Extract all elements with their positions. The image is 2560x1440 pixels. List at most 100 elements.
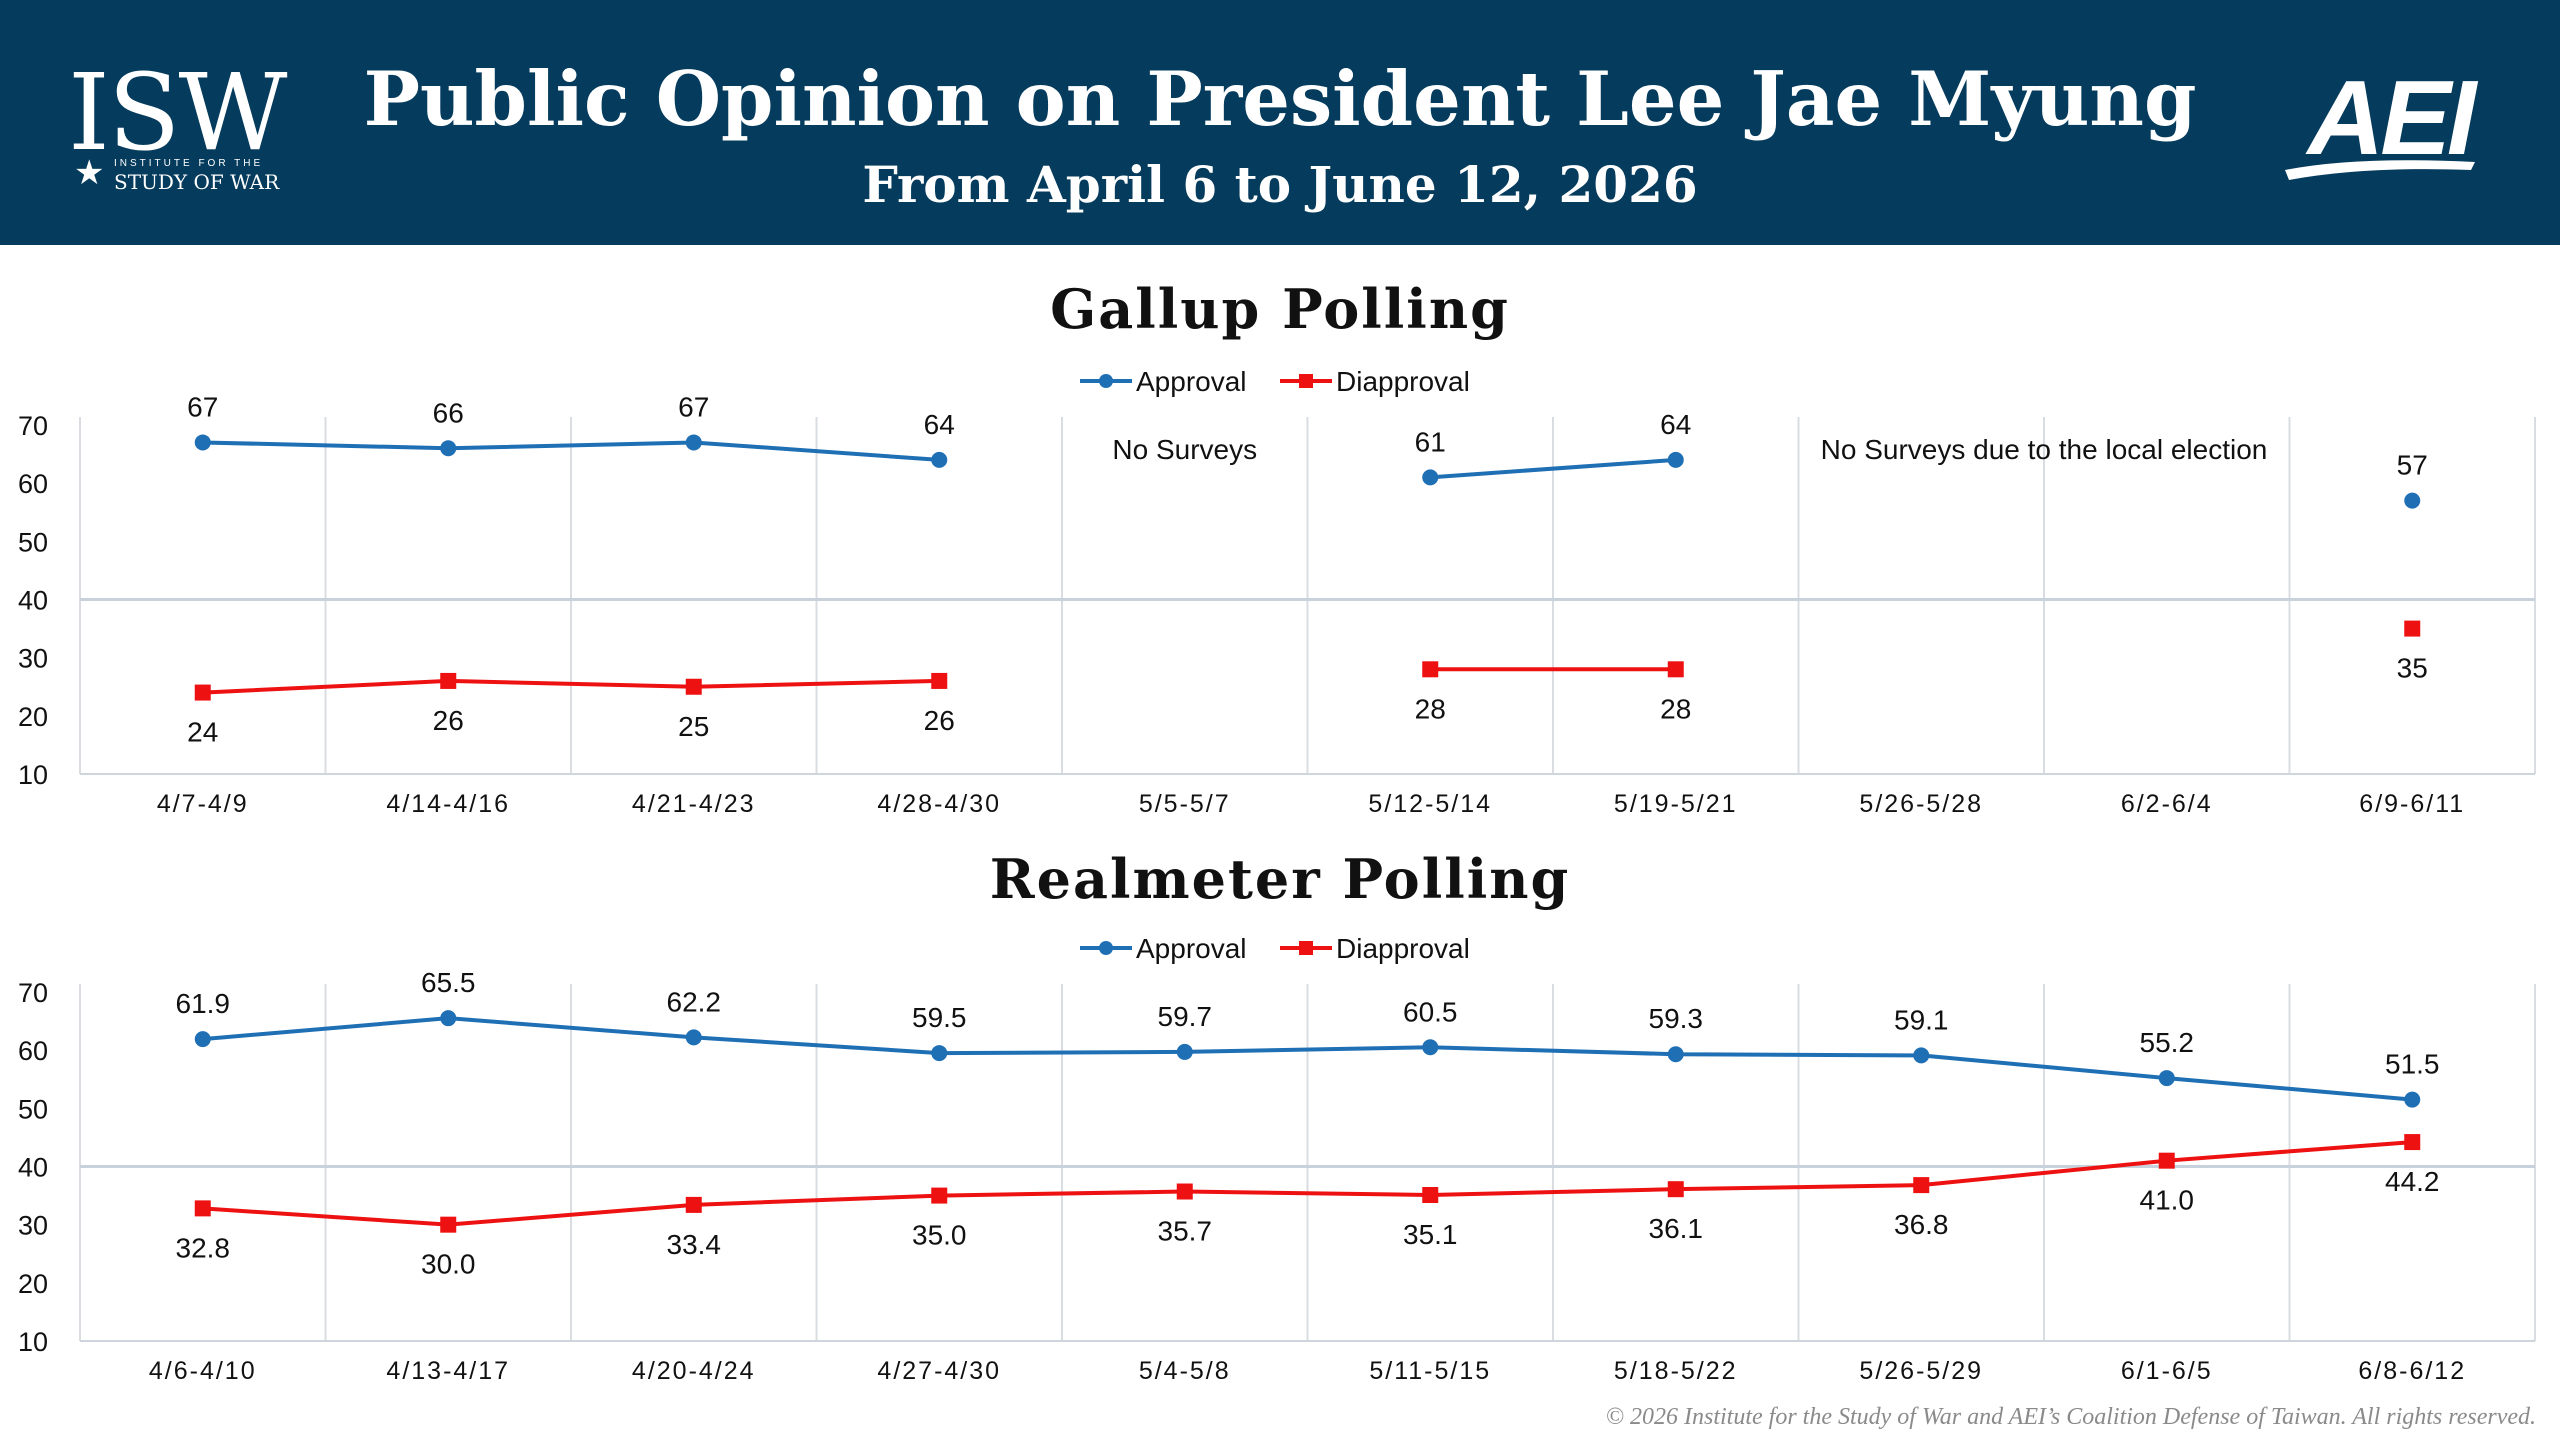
data-label-approval: 57 xyxy=(2397,450,2428,481)
data-point-approval xyxy=(685,1029,702,1046)
gallup-y-tick-label: 50 xyxy=(18,527,48,557)
realmeter-y-tick-label: 50 xyxy=(18,1094,48,1124)
data-point-diapproval xyxy=(1176,1183,1193,1200)
data-label-diapproval: 25 xyxy=(678,711,709,742)
realmeter-x-tick-label: 5/26-5/29 xyxy=(1859,1357,1983,1385)
legend-label-approval: Approval xyxy=(1136,933,1247,964)
data-label-diapproval: 36.1 xyxy=(1649,1213,1704,1244)
gallup-x-tick-label: 5/12-5/14 xyxy=(1368,790,1492,818)
data-label-approval: 61 xyxy=(1415,426,1446,457)
realmeter-x-tick-label: 6/8-6/12 xyxy=(2358,1357,2466,1385)
data-label-diapproval: 28 xyxy=(1415,693,1446,724)
gallup-x-tick-label: 5/26-5/28 xyxy=(1859,790,1983,818)
realmeter-y-tick-label: 60 xyxy=(18,1036,48,1066)
gallup-x-tick-label: 5/19-5/21 xyxy=(1614,790,1738,818)
header-banner xyxy=(0,0,2560,245)
realmeter-x-tick-label: 5/18-5/22 xyxy=(1614,1357,1738,1385)
data-label-approval: 60.5 xyxy=(1403,996,1458,1027)
legend-marker-approval xyxy=(1099,941,1113,955)
realmeter-x-tick-label: 5/4-5/8 xyxy=(1139,1357,1231,1385)
realmeter-y-tick-label: 70 xyxy=(18,978,48,1008)
data-point-approval xyxy=(1667,1046,1684,1063)
data-point-diapproval xyxy=(1667,661,1684,678)
realmeter-y-tick-label: 40 xyxy=(18,1153,48,1183)
isw-logo-line2: STUDY OF WAR xyxy=(114,170,280,194)
legend-marker-approval xyxy=(1099,374,1113,388)
realmeter-series-approval: 61.9 65.5 62.2 59.5 59.7 60.5 59.3 59.1 55.2 51.5 xyxy=(176,967,2440,1108)
data-point-approval xyxy=(1667,451,1684,468)
gallup-y-tick-label: 10 xyxy=(18,760,48,790)
gallup-x-tick-label: 5/5-5/7 xyxy=(1139,790,1231,818)
data-label-diapproval: 35.7 xyxy=(1158,1216,1213,1247)
legend-marker-diapproval xyxy=(1299,941,1313,955)
realmeter-x-tick-label: 5/11-5/15 xyxy=(1369,1357,1491,1385)
data-point-diapproval xyxy=(931,1187,948,1204)
legend-label-approval: Approval xyxy=(1136,366,1247,397)
data-label-diapproval: 41.0 xyxy=(2140,1185,2195,1216)
copyright-notice: © 2026 Institute for the Study of War an… xyxy=(1605,1404,2536,1430)
aei-logo-letters: AEI xyxy=(2305,62,2479,177)
gallup-annotation: No Surveys xyxy=(1112,434,1257,465)
realmeter-y-tick-label: 30 xyxy=(18,1211,48,1241)
data-point-approval xyxy=(2404,1091,2421,1108)
data-label-diapproval: 32.8 xyxy=(176,1232,231,1263)
data-label-diapproval: 44.2 xyxy=(2385,1166,2440,1197)
page-subtitle: From April 6 to June 12, 2026 xyxy=(862,155,1698,214)
legend-label-diapproval: Diapproval xyxy=(1336,933,1470,964)
gallup-x-tick-label: 4/14-4/16 xyxy=(386,790,510,818)
data-label-approval: 64 xyxy=(1660,409,1691,440)
realmeter-series-diapproval: 32.8 30.0 33.4 35.0 35.7 35.1 36.1 36.8 41.0 44.2 xyxy=(176,1134,2440,1280)
gallup-x-tick-label: 6/9-6/11 xyxy=(2359,790,2465,818)
realmeter-x-tick-label: 4/13-4/17 xyxy=(386,1357,510,1385)
realmeter-x-tick-label: 6/1-6/5 xyxy=(2121,1357,2213,1385)
gallup-y-tick-label: 60 xyxy=(18,469,48,499)
data-label-diapproval: 35 xyxy=(2397,653,2428,684)
data-label-diapproval: 35.1 xyxy=(1403,1219,1458,1250)
realmeter-x-tick-label: 4/6-4/10 xyxy=(149,1357,257,1385)
gallup-x-tick-label: 4/28-4/30 xyxy=(877,790,1001,818)
data-point-approval xyxy=(194,1031,211,1048)
gallup-chart: Approval Diapproval 10 20 30 40 50 60 70 4/7-4/9 4… xyxy=(18,366,2536,818)
data-label-approval: 64 xyxy=(924,409,955,440)
data-point-approval xyxy=(931,1045,948,1062)
data-label-diapproval: 28 xyxy=(1660,693,1691,724)
data-label-diapproval: 24 xyxy=(187,717,218,748)
legend-marker-diapproval xyxy=(1299,374,1313,388)
series-line-diapproval xyxy=(202,1140,2413,1227)
gallup-x-tick-label: 4/21-4/23 xyxy=(632,790,756,818)
data-point-approval xyxy=(1913,1047,1930,1064)
page-title: Public Opinion on President Lee Jae Myun… xyxy=(363,55,2197,143)
gallup-y-tick-label: 70 xyxy=(18,411,48,441)
data-point-diapproval xyxy=(1667,1181,1684,1198)
data-point-diapproval xyxy=(2404,1134,2421,1151)
data-point-approval xyxy=(1176,1043,1193,1060)
isw-logo-line1: INSTITUTE FOR THE xyxy=(114,158,264,169)
series-line-diapproval xyxy=(202,678,940,695)
data-label-approval: 65.5 xyxy=(421,967,476,998)
gallup-x-tick-label: 4/7-4/9 xyxy=(157,790,249,818)
realmeter-chart: Approval Diapproval 10 20 30 40 50 60 70 4/6-4/10… xyxy=(18,933,2536,1385)
aei-swoosh xyxy=(2285,160,2475,180)
data-label-diapproval: 36.8 xyxy=(1894,1209,1949,1240)
data-point-diapproval xyxy=(685,1196,702,1213)
data-label-approval: 59.5 xyxy=(912,1002,967,1033)
data-point-diapproval xyxy=(931,672,948,689)
data-point-approval xyxy=(1422,1039,1439,1056)
realmeter-chart-title: Realmeter Polling xyxy=(989,847,1571,911)
gallup-y-tick-label: 20 xyxy=(18,702,48,732)
data-point-diapproval xyxy=(194,684,211,701)
data-label-diapproval: 26 xyxy=(924,705,955,736)
data-label-diapproval: 33.4 xyxy=(667,1229,722,1260)
realmeter-x-tick-label: 4/27-4/30 xyxy=(877,1357,1001,1385)
realmeter-x-tick-label: 4/20-4/24 xyxy=(632,1357,756,1385)
data-label-diapproval: 35.0 xyxy=(912,1220,967,1251)
data-point-approval xyxy=(2404,492,2421,509)
data-point-diapproval xyxy=(440,672,457,689)
data-label-approval: 62.2 xyxy=(667,986,722,1017)
isw-logo: ISW ★ INSTITUTE FOR THE STUDY OF WAR xyxy=(68,60,298,195)
data-label-approval: 67 xyxy=(678,391,709,422)
data-point-approval xyxy=(440,1010,457,1027)
data-point-diapproval xyxy=(1913,1177,1930,1194)
data-label-approval: 59.7 xyxy=(1158,1001,1213,1032)
data-label-diapproval: 30.0 xyxy=(421,1249,476,1280)
